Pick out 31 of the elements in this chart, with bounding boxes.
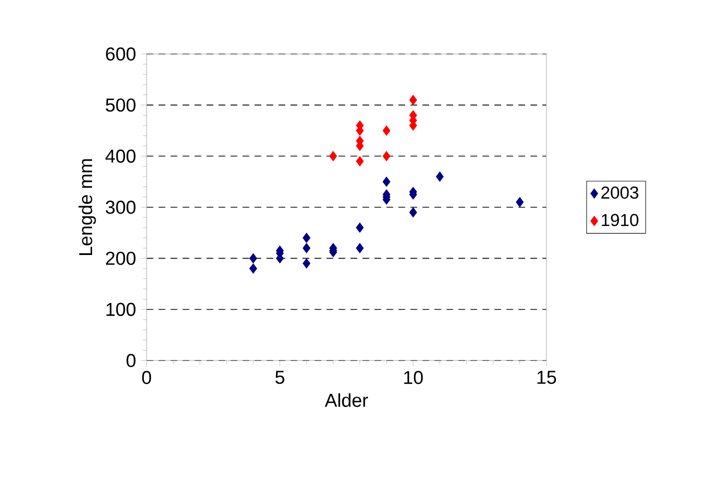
legend-label: 2003 bbox=[601, 186, 638, 199]
x-tick-label: 5 bbox=[275, 371, 284, 384]
point bbox=[382, 176, 390, 187]
y-tick-label: 0 bbox=[126, 354, 136, 368]
point bbox=[302, 243, 310, 254]
point bbox=[302, 232, 310, 244]
y-tick-label: 200 bbox=[106, 252, 136, 266]
point bbox=[302, 258, 310, 269]
x-tick-label: 0 bbox=[142, 370, 152, 384]
point bbox=[356, 156, 364, 166]
point bbox=[382, 151, 390, 162]
y-tick-label: 600 bbox=[106, 47, 136, 61]
point bbox=[409, 207, 418, 218]
x-tick-label: 15 bbox=[537, 371, 556, 384]
point bbox=[249, 264, 258, 274]
point bbox=[516, 197, 524, 208]
y-tick-label: 400 bbox=[105, 150, 136, 163]
point bbox=[249, 253, 258, 264]
legend-label: 1910 bbox=[602, 214, 638, 226]
y-tick-label: 500 bbox=[106, 98, 136, 112]
point bbox=[356, 222, 364, 233]
x-tick-label: 10 bbox=[404, 370, 423, 384]
point bbox=[436, 172, 444, 182]
point bbox=[329, 151, 338, 162]
point bbox=[382, 126, 390, 136]
y-axis-title: Lengde mm bbox=[78, 159, 96, 256]
x-axis-title: Alder bbox=[324, 393, 368, 408]
y-tick-label: 100 bbox=[106, 302, 136, 316]
point bbox=[409, 94, 418, 106]
y-tick-label: 300 bbox=[106, 200, 136, 214]
point bbox=[356, 243, 364, 254]
